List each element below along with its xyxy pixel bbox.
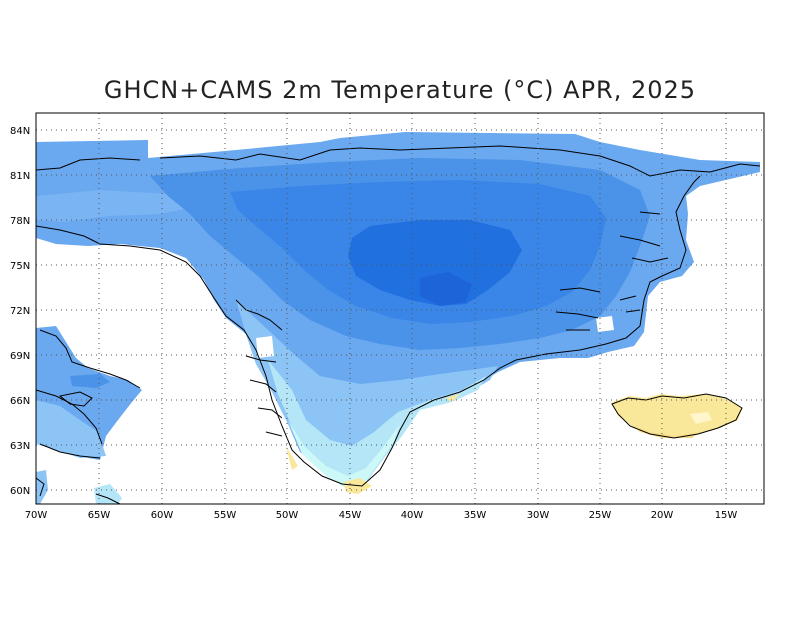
coastlines: [36, 145, 761, 504]
ungava-field: [94, 484, 122, 504]
iceland-field-warmer: [630, 424, 700, 438]
greenland-field-coldest: [348, 220, 522, 306]
lat-tick-label: 75N: [10, 261, 30, 272]
iceland-field-cool-spot: [690, 412, 712, 424]
greenland-field-light-band-north: [36, 190, 200, 222]
lon-tick-label: 20W: [651, 510, 674, 521]
lon-tick-label: 60W: [151, 510, 174, 521]
lat-tick-label: 84N: [10, 126, 30, 137]
canada-field-cold-patch: [70, 374, 110, 388]
lat-tick-labels: 84N 81N 78N 75N 72N 69N 66N 63N 60N: [10, 126, 30, 497]
lon-tick-label: 40W: [401, 510, 424, 521]
lon-tick-label: 50W: [276, 510, 299, 521]
lat-tick-label: 81N: [10, 171, 30, 182]
lon-tick-label: 30W: [527, 510, 550, 521]
map-title: GHCN+CAMS 2m Temperature (°C) APR, 2025: [103, 76, 697, 104]
lat-tick-label: 72N: [10, 306, 30, 317]
lon-tick-label: 45W: [339, 510, 362, 521]
lat-tick-label: 60N: [10, 486, 30, 497]
graticule: [36, 113, 764, 504]
labrador-field: [36, 470, 48, 504]
lon-tick-label: 35W: [464, 510, 487, 521]
lat-tick-label: 78N: [10, 216, 30, 227]
lon-tick-label: 15W: [715, 510, 738, 521]
greenland-field-coldest-patch: [420, 272, 472, 306]
lat-tick-label: 69N: [10, 351, 30, 362]
canada-field-light: [36, 400, 106, 458]
lat-tick-label: 63N: [10, 441, 30, 452]
greenland-field-near-zero: [268, 360, 486, 486]
lon-tick-label: 65W: [88, 510, 111, 521]
lat-tick-label: 66N: [10, 396, 30, 407]
lon-tick-label: 55W: [214, 510, 237, 521]
lon-tick-label: 70W: [25, 510, 48, 521]
plot-frame: [35, 112, 765, 505]
iceland-field: [612, 394, 742, 438]
lon-tick-label: 25W: [589, 510, 612, 521]
lon-tick-labels: 70W 65W 60W 55W 50W 45W 40W 35W 30W 25W …: [25, 510, 738, 521]
greenland-field-above-zero: [288, 420, 400, 488]
